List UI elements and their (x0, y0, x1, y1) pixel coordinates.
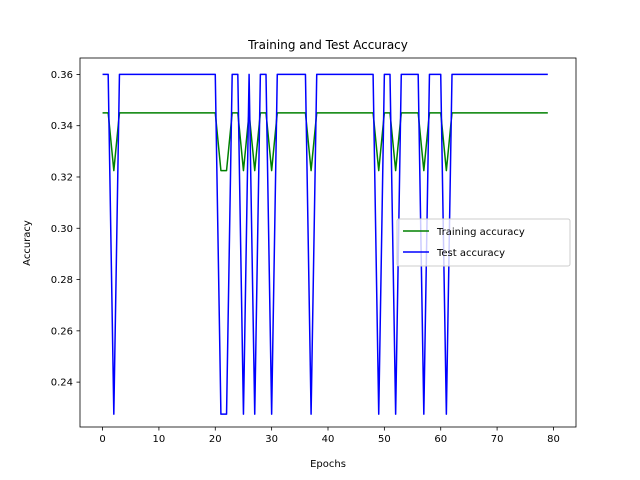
y-tick-label: 0.36 (51, 70, 73, 81)
y-tick-label: 0.34 (51, 121, 73, 132)
x-tick-label: 50 (378, 434, 391, 445)
x-tick-label: 40 (322, 434, 335, 445)
x-tick-label: 0 (99, 434, 105, 445)
x-tick-label: 80 (547, 434, 560, 445)
x-axis-title: Epochs (310, 459, 346, 470)
legend-box (396, 218, 571, 267)
chart-title: Training and Test Accuracy (247, 38, 408, 52)
legend-label-1: Training accuracy (436, 227, 525, 238)
y-tick-label: 0.30 (51, 224, 73, 235)
y-tick-label: 0.26 (51, 326, 73, 337)
x-tick-label: 30 (265, 434, 278, 445)
plot-lines (102, 73, 548, 415)
x-tick-label: 60 (434, 434, 447, 445)
axes: 0 10 20 30 40 50 60 70 80 0.24 0.26 0.28 0.30 0.32 0.3… (51, 57, 577, 445)
x-tick-label: 70 (491, 434, 504, 445)
y-tick-label: 0.28 (51, 275, 73, 286)
legend: Training accuracy Test accuracy (396, 218, 571, 267)
series-line-1 (102, 112, 548, 172)
y-axis-title: Accuracy (22, 220, 33, 266)
legend-label-2: Test accuracy (436, 248, 505, 259)
x-tick-label: 20 (209, 434, 222, 445)
x-tick-label: 10 (153, 434, 166, 445)
y-tick-label: 0.32 (51, 172, 73, 183)
y-tick-label: 0.24 (51, 378, 73, 389)
series-line-2 (102, 73, 548, 415)
